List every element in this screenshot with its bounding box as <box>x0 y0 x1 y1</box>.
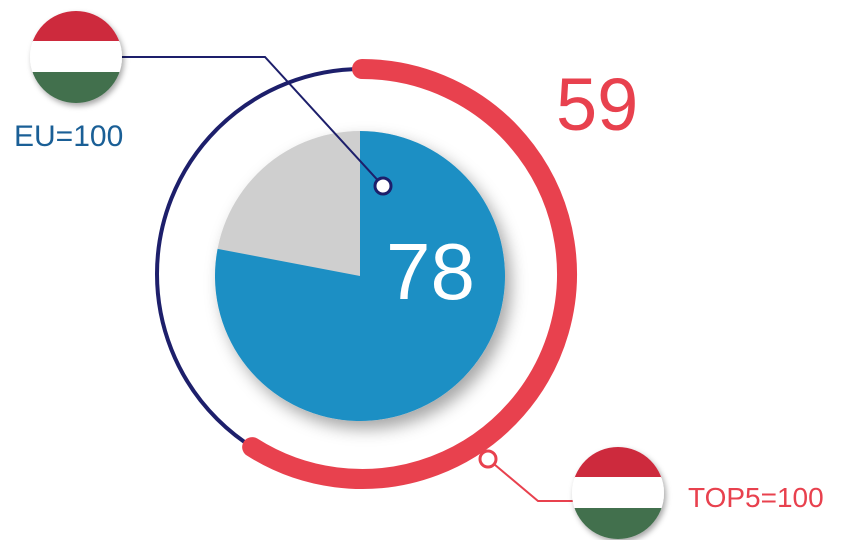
top5-index-value: 59 <box>556 63 639 146</box>
eu-reference-label: EU=100 <box>14 120 124 153</box>
top5-connector-line <box>487 458 582 502</box>
top5-value-arc <box>242 59 577 489</box>
hungary-flag-icon <box>30 11 122 103</box>
eu-connector-line <box>110 56 384 187</box>
eu-connector-dot <box>373 176 393 196</box>
eu-index-value: 78 <box>386 227 475 316</box>
pie-value-slice <box>214 131 505 421</box>
hungary-flag-icon <box>572 447 664 539</box>
pie-group <box>214 131 505 421</box>
top5-reference-label: TOP5=100 <box>688 482 824 513</box>
top5-connector-dot <box>478 449 498 469</box>
